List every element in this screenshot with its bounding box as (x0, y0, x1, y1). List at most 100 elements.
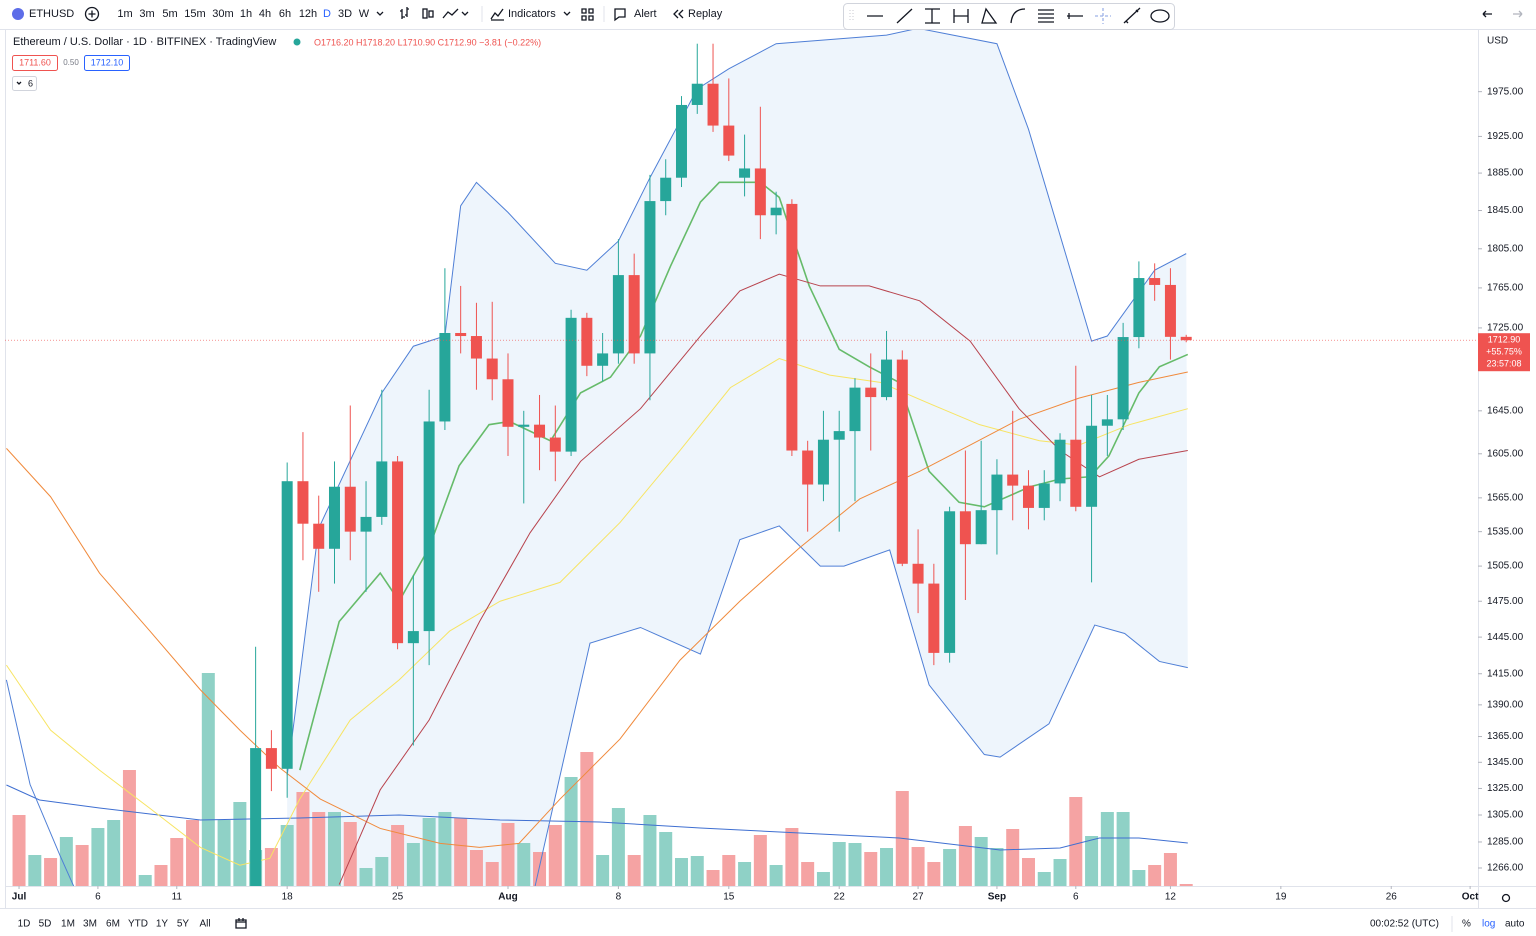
y-tick-label: 1415.00 (1487, 668, 1524, 679)
range-button[interactable]: 1M (61, 919, 75, 930)
interval-button[interactable]: 4h (259, 8, 271, 20)
interval-button[interactable]: D (323, 8, 331, 20)
candle-body (265, 748, 277, 769)
candle-body (518, 424, 530, 427)
y-tick-label: 1390.00 (1487, 700, 1524, 711)
interval-button[interactable]: 5m (162, 8, 177, 20)
candle-body (1101, 419, 1113, 426)
interval-button[interactable]: 30m (212, 8, 233, 20)
range-button[interactable]: All (199, 919, 210, 930)
chart-title: Ethereum / U.S. Dollar · 1D · BITFINEX ·… (13, 36, 276, 48)
bar-style-icon[interactable] (400, 7, 409, 19)
x-tick-label: 27 (913, 892, 925, 903)
interval-button[interactable]: 1h (240, 8, 252, 20)
candle-body (250, 748, 262, 886)
candle-body (486, 358, 498, 380)
last-price-label: 1712.90 (1488, 335, 1521, 345)
volume-bar (469, 850, 483, 886)
line-style-icon[interactable] (442, 8, 459, 19)
auto-toggle[interactable]: auto (1505, 919, 1525, 930)
range-button[interactable]: 1Y (156, 919, 169, 930)
alert-icon[interactable] (614, 8, 626, 22)
buy-button[interactable] (84, 55, 130, 71)
tool-trendline[interactable] (896, 8, 913, 24)
tool-measure[interactable] (1123, 7, 1141, 24)
y-tick-label: 1325.00 (1487, 783, 1524, 794)
candle-icon[interactable] (422, 8, 428, 19)
templates-icon[interactable] (581, 8, 594, 21)
candle-icon (428, 10, 434, 18)
tool-pattern[interactable] (981, 7, 998, 24)
interval-chevron[interactable] (376, 11, 384, 16)
compare-button[interactable] (84, 6, 100, 22)
tool-vrange[interactable] (925, 8, 940, 24)
tool-ellipse[interactable] (1150, 9, 1170, 23)
replay-button[interactable]: Replay (688, 8, 723, 20)
candle-body (1038, 483, 1050, 508)
range-button[interactable]: YTD (128, 919, 148, 930)
indicators-chevron[interactable] (563, 11, 571, 16)
interval-button[interactable]: 15m (184, 8, 205, 20)
range-button[interactable]: 1D (18, 919, 31, 930)
indicators-button[interactable]: Indicators (508, 8, 556, 20)
sell-button[interactable] (12, 55, 58, 71)
interval-button[interactable]: 3D (338, 8, 352, 20)
candle-body (865, 387, 877, 398)
candle-body (502, 379, 514, 427)
candle-body (344, 486, 356, 532)
currency[interactable]: USD (1487, 36, 1508, 47)
volume-bar (406, 843, 420, 886)
percent-toggle[interactable]: % (1462, 919, 1471, 930)
undo-button[interactable] (1482, 10, 1492, 18)
x-tick-label: 15 (723, 892, 735, 903)
volume-bar (832, 842, 846, 886)
volume-bar (312, 812, 326, 886)
candle-body (439, 332, 451, 422)
interval-button[interactable]: 3m (139, 8, 154, 20)
volume-bar (706, 870, 720, 886)
range-button[interactable]: 5D (39, 919, 52, 930)
range-button[interactable]: 5Y (177, 919, 190, 930)
replay-icon[interactable] (673, 9, 684, 19)
tool-ray[interactable] (1067, 13, 1083, 19)
alert-button[interactable]: Alert (634, 8, 657, 20)
interval-button[interactable]: 1m (117, 8, 132, 20)
volume-bar (1021, 858, 1035, 886)
tool-fib[interactable] (1038, 9, 1054, 23)
ask-price: 1712.10 (91, 57, 124, 67)
volume-bar (44, 858, 58, 886)
volume-bar (343, 822, 357, 886)
tool-cross[interactable] (1095, 8, 1111, 24)
candle-body (723, 125, 735, 156)
style-chevron[interactable] (461, 11, 469, 16)
volume-bar (12, 815, 26, 886)
interval-button[interactable]: 12h (299, 8, 317, 20)
volume-bar (1179, 884, 1193, 886)
range-button[interactable]: 6M (106, 919, 120, 930)
tool-curve[interactable] (1010, 8, 1026, 24)
candle-body (1117, 337, 1129, 420)
candle-body (802, 450, 814, 485)
indicators-toggle[interactable] (12, 76, 37, 91)
indicators-icon[interactable] (490, 8, 504, 21)
interval-button[interactable]: 6h (279, 8, 291, 20)
symbol[interactable]: ETHUSD (29, 8, 74, 20)
candle-body (739, 168, 751, 178)
candle-body (959, 511, 971, 545)
range-button[interactable]: 3M (83, 919, 97, 930)
settings-button[interactable] (1501, 893, 1511, 903)
candle-body (1007, 474, 1019, 486)
candle-body (376, 461, 388, 517)
interval-button[interactable]: W (359, 8, 370, 20)
candle-body (707, 83, 719, 126)
candle-body (1133, 278, 1145, 338)
log-toggle[interactable]: log (1482, 919, 1495, 930)
goto-date[interactable] (235, 918, 247, 929)
y-tick-label: 1885.00 (1487, 168, 1524, 179)
drag-handle[interactable] (849, 10, 854, 22)
tool-range[interactable] (953, 9, 969, 23)
redo-button[interactable] (1513, 10, 1523, 18)
candle-body (912, 563, 924, 584)
volume-bar (1085, 836, 1099, 886)
